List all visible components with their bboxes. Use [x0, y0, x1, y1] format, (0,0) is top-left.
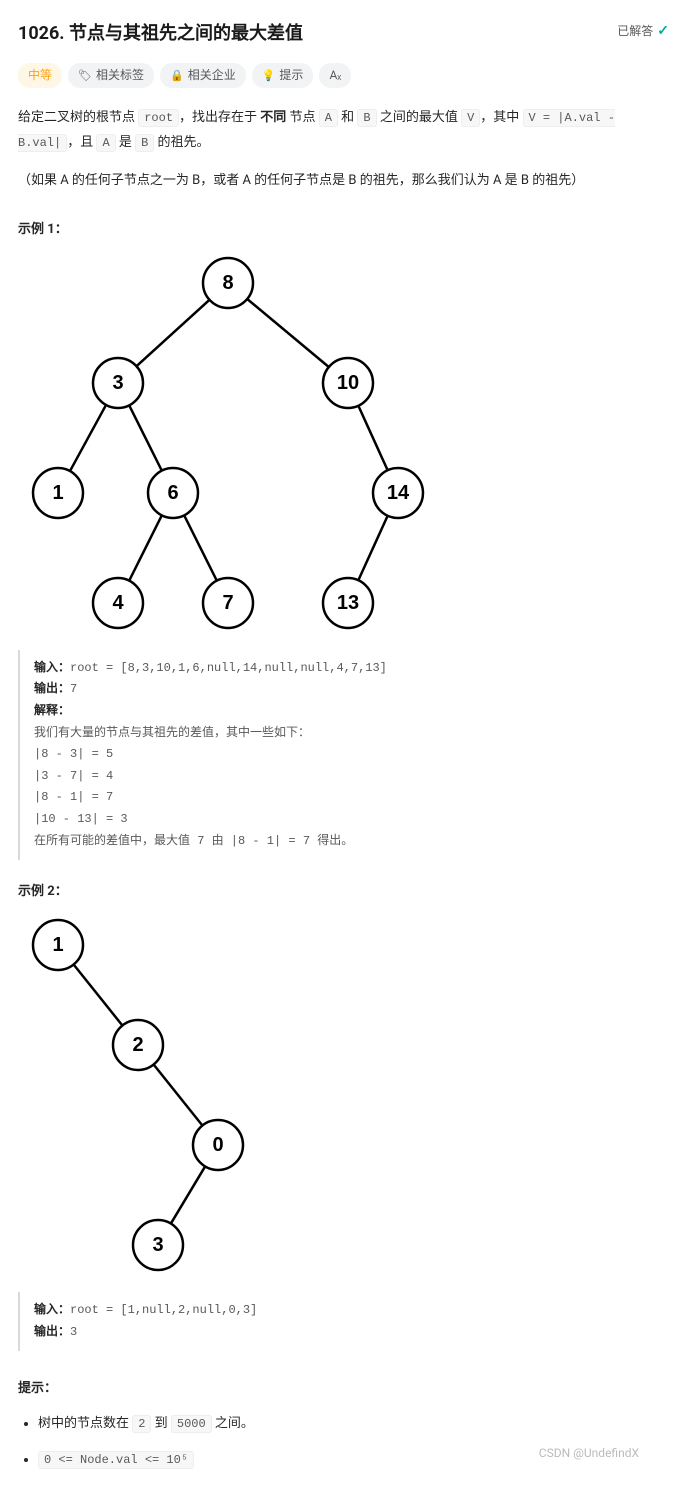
- explain-line: 我们有大量的节点与其祖先的差值，其中一些如下：: [34, 723, 655, 745]
- example2-label: 示例 2：: [18, 882, 669, 903]
- description-note: （如果 A 的任何子节点之一为 B，或者 A 的任何子节点是 B 的祖先，那么我…: [18, 169, 669, 194]
- hint-item: 树中的节点数在 2 到 5000 之间。: [38, 1412, 669, 1436]
- explain-line: |8 - 3| = 5: [34, 744, 655, 766]
- solved-status: 已解答 ✓: [617, 20, 669, 42]
- description-p1: 给定二叉树的根节点 root，找出存在于 不同 节点 A 和 B 之间的最大值 …: [18, 106, 669, 155]
- hints-label: 提示：: [18, 1379, 669, 1400]
- svg-text:6: 6: [167, 482, 178, 504]
- watermark: CSDN @UndefindX: [539, 1444, 639, 1463]
- svg-text:0: 0: [212, 1134, 223, 1156]
- example1-tree: 8 3 10 1 6 14 4 7 13: [18, 253, 448, 638]
- svg-text:4: 4: [112, 592, 124, 614]
- svg-text:3: 3: [152, 1234, 163, 1256]
- svg-text:13: 13: [337, 592, 359, 614]
- example2-block: 输入：root = [1,null,2,null,0,3] 输出：3: [18, 1292, 669, 1351]
- hint-tag[interactable]: 💡提示: [252, 63, 314, 88]
- svg-text:10: 10: [337, 372, 359, 394]
- svg-text:7: 7: [222, 592, 233, 614]
- svg-text:1: 1: [52, 934, 63, 956]
- tag-row: 中等 🏷相关标签 🔒相关企业 💡提示 Aₓ: [18, 63, 669, 88]
- code-root: root: [138, 109, 179, 127]
- tag-icon: 🏷: [78, 67, 92, 85]
- check-icon: ✓: [657, 20, 669, 42]
- example1-block: 输入：root = [8,3,10,1,6,null,14,null,null,…: [18, 650, 669, 860]
- companies-tag[interactable]: 🔒相关企业: [160, 63, 246, 88]
- svg-text:3: 3: [112, 372, 123, 394]
- lock-icon: 🔒: [170, 67, 184, 85]
- difficulty-tag[interactable]: 中等: [18, 63, 62, 88]
- example1-label: 示例 1：: [18, 220, 669, 241]
- topics-tag[interactable]: 🏷相关标签: [68, 63, 154, 88]
- explain-line: 在所有可能的差值中，最大值 7 由 |8 - 1| = 7 得出。: [34, 831, 655, 853]
- explain-line: |10 - 13| = 3: [34, 809, 655, 831]
- svg-text:14: 14: [387, 482, 410, 504]
- explain-line: |3 - 7| = 4: [34, 766, 655, 788]
- svg-text:8: 8: [222, 272, 233, 294]
- svg-text:1: 1: [52, 482, 63, 504]
- svg-text:2: 2: [132, 1034, 143, 1056]
- bulb-icon: 💡: [262, 67, 276, 85]
- status-text: 已解答: [617, 22, 653, 41]
- explain-line: |8 - 1| = 7: [34, 787, 655, 809]
- translate-tag[interactable]: Aₓ: [319, 63, 351, 88]
- example2-tree: 1 2 0 3: [18, 915, 278, 1280]
- problem-title: 1026. 节点与其祖先之间的最大差值: [18, 20, 303, 49]
